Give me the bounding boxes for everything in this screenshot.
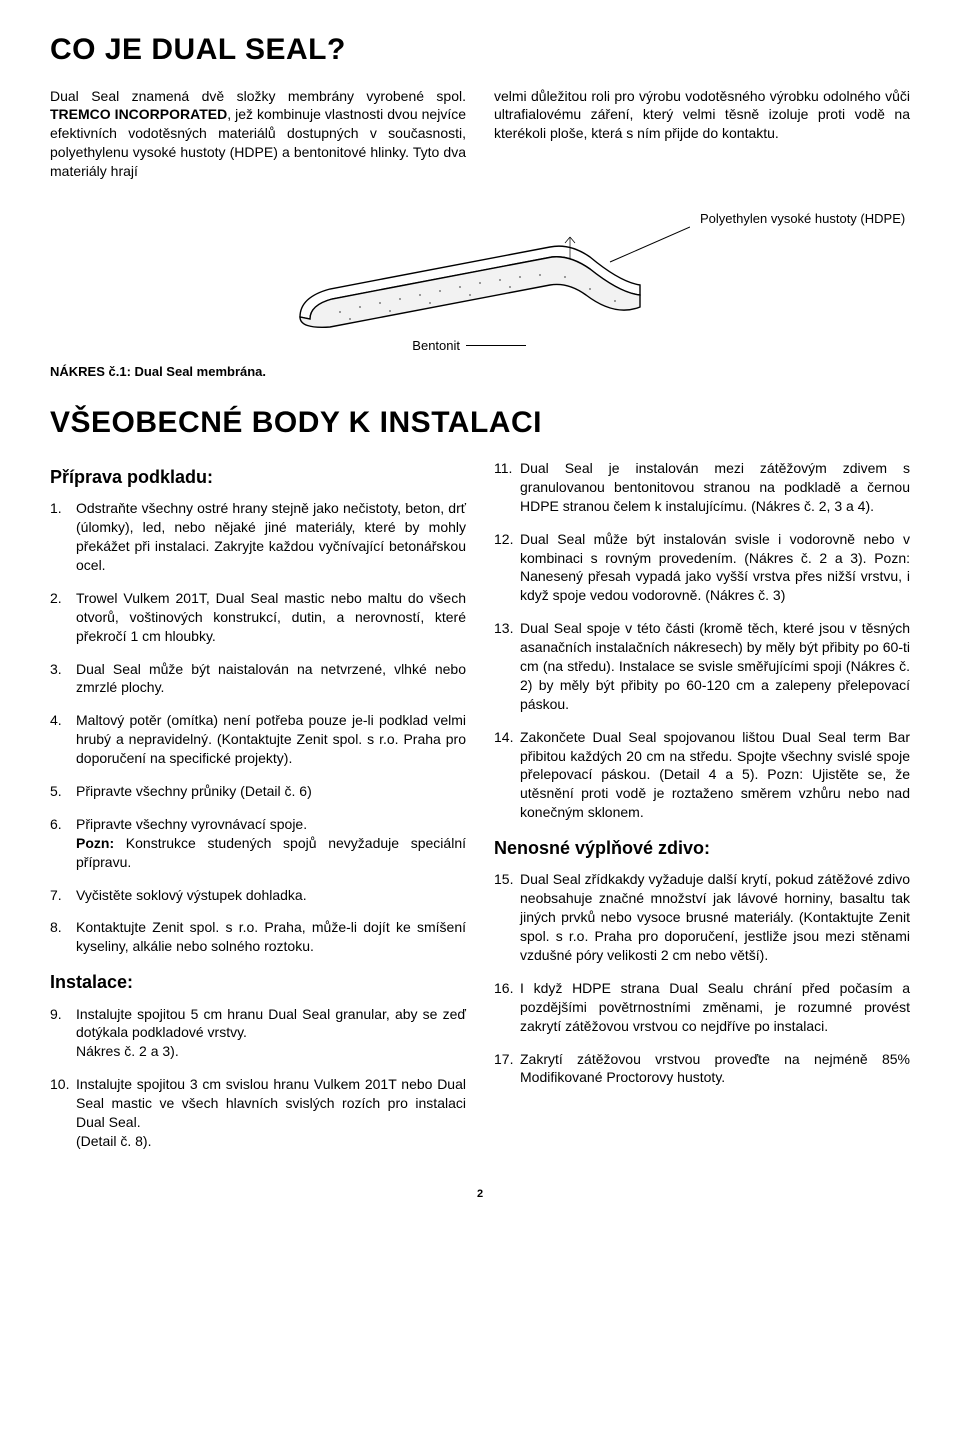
bentonit-label: Bentonit xyxy=(412,337,460,355)
caption-row: NÁKRES č.1: Dual Seal membrána. Bentonit xyxy=(50,363,910,381)
install-columns: Příprava podkladu: Odstraňte všechny ost… xyxy=(50,459,910,1165)
list-item: Instalujte spojitou 5 cm hranu Dual Seal… xyxy=(50,1005,466,1062)
list-item: Připravte všechny průniky (Detail č. 6) xyxy=(50,782,466,801)
list-item: Odstraňte všechny ostré hrany stejně jak… xyxy=(50,499,466,575)
list-item: Dual Seal spoje v této části (kromě těch… xyxy=(494,619,910,713)
list-item: Připravte všechny vyrovnávací spoje.Pozn… xyxy=(50,815,466,872)
membrane-diagram: Polyethylen vysoké hustoty (HDPE) xyxy=(50,207,910,357)
section2-title: VŠEOBECNÉ BODY K INSTALACI xyxy=(50,403,910,444)
intro-columns: Dual Seal znamená dvě složky membrány vy… xyxy=(50,87,910,181)
list-item: Maltový potěr (omítka) není potřeba pouz… xyxy=(50,711,466,768)
list-instalace-a: Instalujte spojitou 5 cm hranu Dual Seal… xyxy=(50,1005,466,1151)
list-item: Zakrytí zátěžovou vrstvou proveďte na ne… xyxy=(494,1050,910,1088)
intro-right-para: velmi důležitou roli pro výrobu vodotěsn… xyxy=(494,87,910,144)
intro-left-para: Dual Seal znamená dvě složky membrány vy… xyxy=(50,87,466,181)
page-number: 2 xyxy=(50,1187,910,1202)
list-item: Kontaktujte Zenit spol. s r.o. Praha, mů… xyxy=(50,918,466,956)
list-instalace-b: Dual Seal je instalován mezi zátěžovým z… xyxy=(494,459,910,822)
list-item: Zakončete Dual Seal spojovanou lištou Du… xyxy=(494,728,910,822)
hdpe-label: Polyethylen vysoké hustoty (HDPE) xyxy=(700,211,910,228)
section1-title: CO JE DUAL SEAL? xyxy=(50,30,910,71)
heading-zdivo: Nenosné výplňové zdivo: xyxy=(494,836,910,860)
figure-caption: NÁKRES č.1: Dual Seal membrána. xyxy=(50,363,266,381)
list-item: Dual Seal může být instalován svisle i v… xyxy=(494,530,910,606)
install-right-col: Dual Seal je instalován mezi zátěžovým z… xyxy=(494,459,910,1165)
list-item: Vyčistěte soklový výstupek dohladka. xyxy=(50,886,466,905)
intro-left: Dual Seal znamená dvě složky membrány vy… xyxy=(50,87,466,181)
list-item: Dual Seal může být naistalován na netvrz… xyxy=(50,660,466,698)
list-zdivo: Dual Seal zřídkakdy vyžaduje další krytí… xyxy=(494,870,910,1087)
list-priprava: Odstraňte všechny ostré hrany stejně jak… xyxy=(50,499,466,956)
list-item: Trowel Vulkem 201T, Dual Seal mastic neb… xyxy=(50,589,466,646)
list-item: I když HDPE strana Dual Sealu chrání pře… xyxy=(494,979,910,1036)
install-left-col: Příprava podkladu: Odstraňte všechny ost… xyxy=(50,459,466,1165)
heading-priprava: Příprava podkladu: xyxy=(50,465,466,489)
heading-instalace: Instalace: xyxy=(50,970,466,994)
list-item: Dual Seal zřídkakdy vyžaduje další krytí… xyxy=(494,870,910,964)
list-item: Dual Seal je instalován mezi zátěžovým z… xyxy=(494,459,910,516)
list-item: Instalujte spojitou 3 cm svislou hranu V… xyxy=(50,1075,466,1151)
membrane-svg xyxy=(270,207,690,357)
intro-right: velmi důležitou roli pro výrobu vodotěsn… xyxy=(494,87,910,181)
